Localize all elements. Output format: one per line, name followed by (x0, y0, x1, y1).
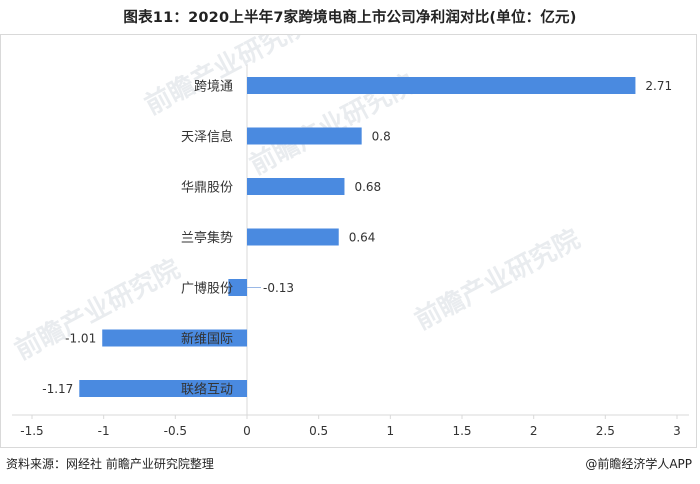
category-label: 新维国际 (181, 331, 233, 347)
value-label: -1.17 (42, 382, 73, 396)
x-tick-label: 0.5 (309, 424, 328, 438)
category-label: 华鼎股份 (181, 181, 233, 196)
watermark-text: 前瞻产业研究院 (410, 223, 585, 336)
value-label: 0.64 (349, 231, 376, 245)
bar (247, 178, 345, 195)
category-label: 联络互动 (181, 382, 233, 398)
value-label: -0.13 (263, 281, 294, 295)
x-tick-label: 1.5 (452, 424, 471, 438)
value-label: 2.71 (645, 79, 672, 93)
value-label: -1.01 (65, 332, 96, 346)
watermark-text: 前瞻产业研究院 (10, 253, 185, 366)
chart-title: 图表11：2020上半年7家跨境电商上市公司净利润对比(单位：亿元) (123, 10, 577, 26)
category-label: 广博股份 (181, 282, 233, 297)
source-note: 资料来源：网经社 前瞻产业研究院整理 (6, 457, 214, 471)
category-label: 天泽信息 (181, 129, 233, 145)
x-axis: -1.5 -1 -0.5 0 0.5 1 1.5 2 2.5 3 (12, 414, 689, 438)
value-label: 0.68 (354, 180, 381, 194)
category-label: 跨境通 (194, 80, 233, 95)
bar (228, 279, 247, 296)
x-tick-label: -1.5 (20, 424, 43, 438)
x-tick-label: 2 (530, 424, 538, 438)
chart-frame: 前瞻产业研究院 前瞻产业研究院 前瞻产业研究院 前瞻产业研究院 跨境通 2.71 天… (0, 8, 697, 448)
x-tick-label: -1 (98, 424, 110, 438)
bar (79, 380, 247, 397)
x-tick-label: 0 (243, 424, 251, 438)
bar-chart: 前瞻产业研究院 前瞻产业研究院 前瞻产业研究院 前瞻产业研究院 跨境通 2.71天… (10, 8, 689, 438)
bar (247, 127, 362, 145)
bars-group: 跨境通 2.71 天泽信息 0.8 华鼎股份 0.68 兰亭集势 0.64 广博股份 -0.13 新… (42, 65, 672, 415)
x-tick-label: 1 (387, 424, 395, 438)
category-label: 兰亭集势 (181, 230, 233, 246)
brand-label: @前瞻经济学人APP (585, 457, 692, 471)
value-label: 0.8 (372, 130, 391, 144)
bar (247, 77, 636, 94)
x-tick-label: 2.5 (596, 424, 615, 438)
x-tick-label: 3 (673, 424, 681, 438)
bar (247, 228, 339, 246)
bar (102, 329, 247, 347)
x-tick-label: -0.5 (164, 424, 187, 438)
